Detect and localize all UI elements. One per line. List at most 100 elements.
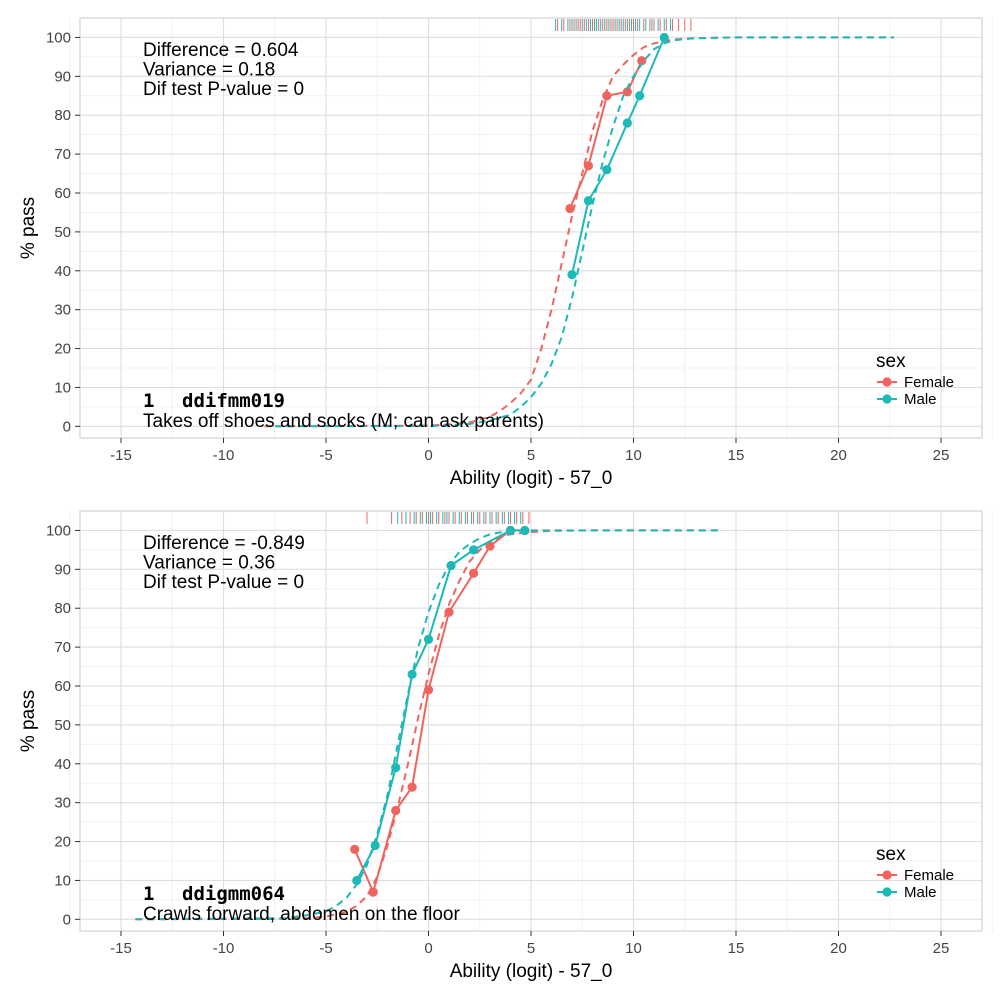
x-tick-label: 10	[625, 447, 642, 464]
data-point	[505, 525, 516, 536]
legend-label-female: Female	[904, 374, 954, 391]
data-point	[520, 525, 530, 536]
data-point	[368, 887, 378, 897]
data-point	[370, 840, 380, 851]
y-tick-label: 10	[54, 872, 71, 889]
x-tick-label: 15	[728, 940, 745, 957]
legend-key-point	[882, 870, 892, 880]
series-male	[274, 19, 894, 428]
data-point	[622, 118, 632, 128]
series-male	[135, 512, 722, 921]
y-tick-label: 20	[54, 834, 71, 851]
observed-line	[353, 529, 525, 896]
item-number: 1	[143, 390, 154, 412]
y-tick-label: 20	[54, 341, 71, 358]
grid-lines	[69, 511, 993, 931]
data-point	[446, 560, 456, 571]
x-axis-title: Ability (logit) - 57_0	[450, 468, 613, 489]
y-tick-label: 100	[46, 522, 71, 539]
y-tick-label: 0	[63, 418, 71, 435]
legend-key-point	[882, 394, 892, 404]
x-tick-label: 20	[830, 940, 847, 957]
data-point	[583, 196, 594, 206]
x-tick-label: -10	[213, 940, 235, 957]
observed-line	[571, 37, 666, 275]
x-tick-label: -15	[110, 447, 132, 464]
y-tick-label: 70	[54, 639, 71, 656]
legend-title: sex	[876, 351, 906, 372]
data-point	[602, 165, 612, 175]
item-label: Crawls forward, abdomen on the floor	[143, 904, 460, 925]
x-tick-label: 20	[830, 447, 847, 464]
y-tick-label: 60	[54, 185, 71, 202]
stats-line-1: Difference = -0.849	[143, 533, 305, 554]
chart-panel-2: -15 -10 -5 0 5 10 15 20 25 0 10 20 30 40 50 60 70 80 90 100…	[18, 510, 993, 982]
fitted-curve	[264, 36, 894, 428]
y-tick-label: 70	[54, 146, 71, 163]
item-label: Takes off shoes and socks (M; can ask pa…	[143, 411, 544, 432]
data-point	[469, 568, 479, 578]
legend-key-point	[882, 887, 892, 897]
x-tick-label: -10	[213, 447, 235, 464]
data-point	[565, 203, 575, 214]
data-point	[407, 669, 417, 679]
x-tick-label: 5	[527, 447, 535, 464]
y-tick-label: 30	[54, 795, 71, 812]
y-tick-label: 90	[54, 68, 71, 85]
legend-title: sex	[876, 844, 906, 865]
data-point	[635, 91, 645, 101]
grid-lines	[69, 18, 993, 438]
axes: -15 -10 -5 0 5 10 15 20 25 0 10 20 30 40 50 60 70 80 90 100…	[18, 522, 949, 982]
legend-label-female: Female	[904, 867, 954, 884]
y-axis-title: % pass	[18, 197, 39, 259]
x-tick-label: 25	[933, 447, 950, 464]
y-axis-title: % pass	[18, 690, 39, 752]
legend-label-male: Male	[904, 884, 937, 901]
data-point	[567, 270, 577, 280]
stats-line-3: Dif test P-value = 0	[143, 572, 304, 593]
data-point	[469, 545, 479, 555]
stats-line-2: Variance = 0.36	[143, 553, 275, 574]
x-tick-label: 25	[933, 940, 950, 957]
data-point	[352, 875, 362, 886]
data-point	[423, 685, 434, 695]
data-point	[391, 763, 401, 773]
legend-key-point	[882, 377, 892, 387]
y-tick-label: 50	[54, 717, 71, 734]
y-tick-label: 90	[54, 561, 71, 578]
y-tick-label: 40	[54, 756, 71, 773]
x-tick-label: -5	[319, 940, 332, 957]
x-tick-label: -15	[110, 940, 132, 957]
item-code: ddigmm064	[182, 883, 285, 905]
fitted-curve	[274, 36, 894, 428]
data-point	[407, 782, 417, 792]
axes: -15 -10 -5 0 5 10 15 20 25 0 10 20 30 40 50 60 70 80 90 100…	[18, 29, 949, 489]
y-tick-label: 100	[46, 29, 71, 46]
data-point	[622, 87, 632, 97]
item-number: 1	[143, 883, 154, 905]
x-tick-label: 15	[728, 447, 745, 464]
data-point	[637, 56, 647, 66]
x-tick-label: 5	[527, 940, 535, 957]
data-point	[602, 91, 612, 101]
x-axis-title: Ability (logit) - 57_0	[450, 961, 613, 982]
x-tick-label: 0	[424, 940, 432, 957]
x-tick-label: 0	[424, 447, 432, 464]
legend-label-male: Male	[904, 391, 937, 408]
y-tick-label: 80	[54, 107, 71, 124]
stats-line-2: Variance = 0.18	[143, 60, 275, 81]
y-tick-label: 50	[54, 224, 71, 241]
data-point	[659, 32, 669, 43]
y-tick-label: 60	[54, 678, 71, 695]
y-tick-label: 0	[63, 911, 71, 928]
y-tick-label: 40	[54, 263, 71, 280]
item-code: ddifmm019	[182, 390, 285, 412]
data-point	[423, 634, 434, 644]
